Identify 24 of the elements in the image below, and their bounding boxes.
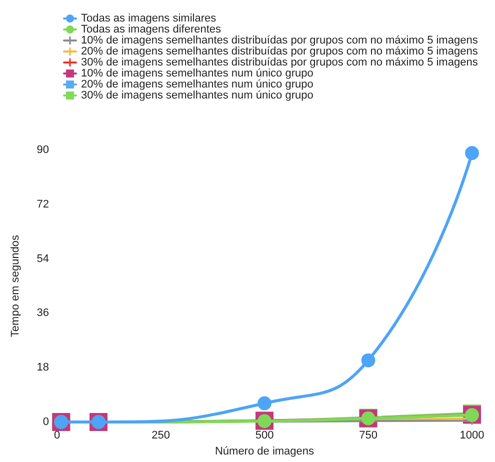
y-tick-label: 36 bbox=[36, 307, 49, 320]
x-tick-label: 1000 bbox=[460, 430, 484, 442]
legend-label: 20% de imagens semelhantes num único grupo bbox=[81, 78, 314, 90]
legend-label: 20% de imagens semelhantes distribuídas por grupos com no máximo 5 imagens bbox=[81, 46, 478, 58]
legend-label: 10% de imagens semelhantes distribuídas por grupos com no máximo 5 imagens bbox=[81, 34, 478, 46]
x-tick-label: 250 bbox=[152, 430, 170, 442]
point bbox=[465, 146, 479, 160]
legend-label: Todas as imagens diferentes bbox=[81, 24, 222, 36]
point bbox=[258, 396, 272, 410]
x-tick-label: 500 bbox=[255, 430, 274, 442]
x-tick-label: 750 bbox=[359, 430, 378, 442]
x-tick-label: 0 bbox=[54, 430, 60, 442]
y-tick-label: 0 bbox=[42, 416, 49, 428]
legend-label: Todas as imagens similares bbox=[81, 12, 217, 24]
point bbox=[361, 353, 376, 368]
y-axis-title: Tempo em segundos bbox=[10, 234, 22, 338]
y-tick-label: 54 bbox=[36, 252, 49, 265]
legend-label: 10% de imagens semelhantes num único grupo bbox=[81, 68, 314, 80]
legend-label: 30% de imagens semelhantes num único grupo bbox=[81, 90, 314, 102]
y-tick-label: 18 bbox=[36, 362, 49, 374]
x-axis-title: Número de imagens bbox=[214, 446, 315, 458]
y-tick-label: 90 bbox=[36, 144, 49, 156]
legend-label: 30% de imagens semelhantes distribuídas por grupos com no máximo 5 imagens bbox=[81, 56, 478, 68]
y-tick-label: 72 bbox=[36, 198, 49, 210]
